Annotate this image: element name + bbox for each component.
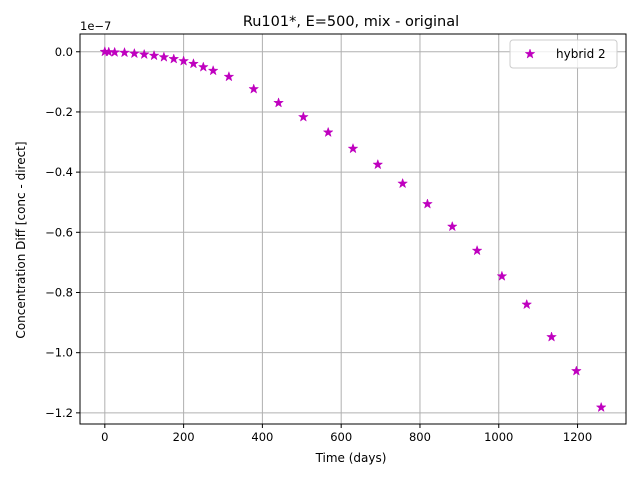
data-point — [546, 331, 558, 342]
data-point — [397, 177, 409, 189]
y-axis: 0.0 −0.2 −0.4 −0.6 −0.8 −1.0 −1.2 — [45, 45, 80, 420]
y-tick-label: −0.8 — [45, 285, 73, 299]
data-point — [496, 270, 508, 281]
y-tick-label: −0.4 — [45, 165, 73, 179]
data-point — [178, 55, 190, 66]
legend-label: hybrid 2 — [556, 47, 606, 61]
x-axis: 0 200 400 600 800 1000 1200 — [101, 424, 592, 444]
legend: hybrid 2 — [509, 39, 618, 69]
x-tick-label: 0 — [101, 430, 108, 444]
data-point — [372, 158, 384, 170]
data-point — [297, 111, 309, 122]
data-point — [595, 401, 607, 413]
data-point — [223, 70, 235, 82]
x-tick-label: 1200 — [563, 430, 592, 444]
data-point — [187, 58, 199, 69]
legend-star-marker — [524, 48, 536, 59]
data-point — [273, 97, 285, 108]
data-point — [471, 244, 483, 256]
y-tick-label: −0.6 — [45, 225, 73, 239]
y-offset-label: 1e−7 — [80, 19, 111, 33]
data-point — [148, 49, 160, 61]
data-point — [138, 48, 150, 60]
data-point — [119, 46, 130, 58]
y-axis-label: Concentration Diff [conc - direct] — [14, 141, 28, 338]
x-tick-label: 400 — [251, 430, 273, 444]
data-point — [128, 47, 140, 59]
data-point — [421, 198, 433, 209]
x-axis-label: Time (days) — [315, 451, 387, 465]
x-tick-label: 200 — [173, 430, 195, 444]
data-point — [446, 220, 458, 232]
data-points — [99, 45, 607, 413]
data-point — [109, 46, 121, 58]
data-point — [521, 298, 533, 310]
y-tick-label: −1.2 — [45, 406, 73, 420]
plot-area — [79, 33, 627, 425]
data-point — [347, 142, 359, 154]
x-tick-label: 1000 — [484, 430, 513, 444]
legend-marker — [524, 48, 536, 59]
data-point — [168, 53, 180, 64]
legend-box — [509, 39, 618, 69]
grid — [80, 34, 626, 424]
y-tick-label: −0.2 — [45, 105, 73, 119]
data-point — [103, 46, 115, 57]
data-point — [248, 83, 260, 94]
data-point — [207, 64, 219, 76]
y-tick-label: −1.0 — [45, 346, 73, 360]
x-tick-label: 600 — [330, 430, 352, 444]
y-tick-label: 0.0 — [55, 45, 73, 59]
data-point — [197, 61, 209, 72]
data-point — [158, 51, 170, 62]
x-tick-label: 800 — [409, 430, 431, 444]
chart-title: Ru101*, E=500, mix - original — [243, 14, 459, 30]
data-point — [570, 365, 582, 376]
data-point — [322, 126, 334, 138]
